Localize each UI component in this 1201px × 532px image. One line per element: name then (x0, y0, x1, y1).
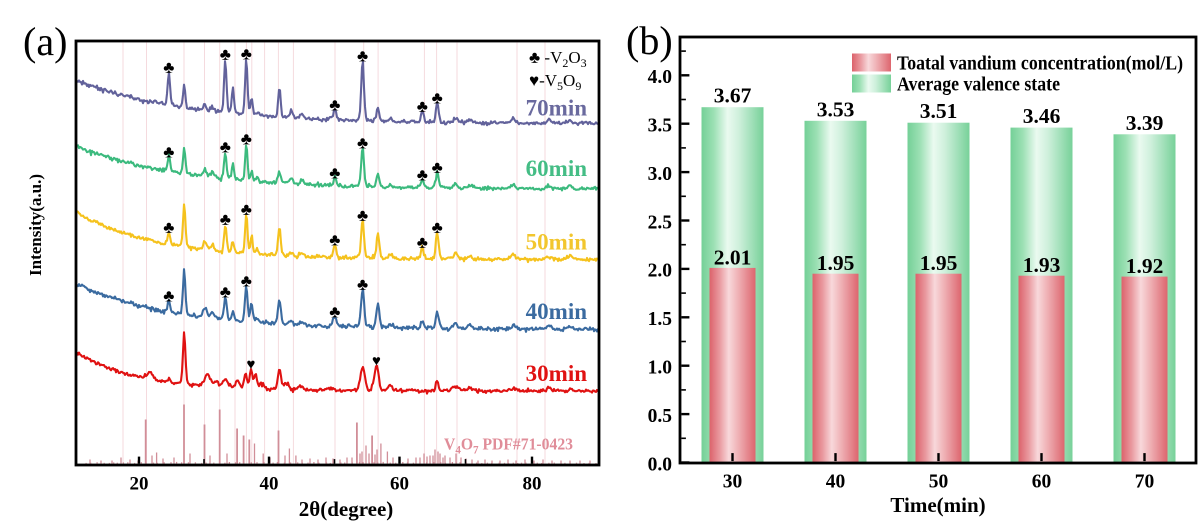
svg-text:♣: ♣ (163, 218, 174, 237)
svg-text:2θ(degree): 2θ(degree) (299, 497, 394, 521)
svg-text:2.0: 2.0 (648, 261, 672, 282)
svg-text:Time(min): Time(min) (890, 493, 985, 517)
svg-text:♣: ♣ (329, 164, 340, 183)
svg-text:3.5: 3.5 (648, 116, 673, 137)
svg-text:♥: ♥ (246, 357, 255, 373)
svg-text:60min: 60min (526, 156, 588, 181)
svg-text:3.46: 3.46 (1023, 104, 1061, 128)
svg-text:♣: ♣ (329, 231, 340, 250)
svg-text:♣: ♣ (417, 97, 428, 116)
svg-text:♣: ♣ (357, 275, 368, 294)
svg-text:0.5: 0.5 (648, 406, 673, 427)
svg-text:♣: ♣ (417, 166, 428, 185)
svg-text:3.67: 3.67 (714, 84, 752, 108)
svg-text:♣: ♣ (241, 200, 252, 219)
svg-text:(a): (a) (23, 19, 67, 64)
svg-text:40min: 40min (526, 299, 588, 324)
svg-text:♣: ♣ (357, 47, 368, 66)
svg-text:1.95: 1.95 (817, 251, 855, 275)
svg-text:50: 50 (929, 471, 949, 492)
svg-text:♣: ♣ (432, 218, 443, 237)
svg-text:80: 80 (523, 474, 542, 495)
svg-text:20: 20 (130, 474, 149, 495)
svg-text:1.93: 1.93 (1023, 253, 1061, 277)
svg-text:V4O7 PDF#71-0423: V4O7 PDF#71-0423 (444, 435, 573, 457)
svg-text:1.5: 1.5 (648, 309, 673, 330)
svg-text:60: 60 (1032, 471, 1052, 492)
svg-text:♣: ♣ (432, 88, 443, 107)
svg-text:70: 70 (1135, 471, 1155, 492)
svg-text:♣: ♣ (432, 158, 443, 177)
svg-text:70min: 70min (526, 95, 588, 120)
svg-text:3.39: 3.39 (1126, 111, 1164, 135)
svg-text:♣: ♣ (220, 45, 231, 64)
svg-text:♣: ♣ (357, 133, 368, 152)
svg-text:3.0: 3.0 (648, 164, 672, 185)
svg-text:30min: 30min (526, 361, 588, 386)
svg-text:60: 60 (390, 474, 409, 495)
svg-text:40: 40 (260, 474, 279, 495)
svg-text:2.01: 2.01 (714, 245, 752, 269)
svg-text:1.92: 1.92 (1126, 254, 1164, 278)
svg-text:♣: ♣ (163, 286, 174, 305)
svg-text:(b): (b) (626, 18, 673, 63)
svg-text:4.0: 4.0 (648, 67, 672, 88)
svg-text:3.53: 3.53 (817, 97, 855, 121)
svg-text:♣: ♣ (417, 233, 428, 252)
svg-text:40: 40 (826, 471, 846, 492)
svg-text:1.95: 1.95 (920, 251, 958, 275)
svg-text:♣: ♣ (241, 130, 252, 149)
svg-text:3.51: 3.51 (920, 99, 958, 123)
svg-text:♣: ♣ (329, 302, 340, 321)
svg-text:♣: ♣ (220, 210, 231, 229)
svg-text:♣: ♣ (220, 138, 231, 157)
svg-text:♣: ♣ (241, 45, 252, 64)
svg-text:♣: ♣ (163, 58, 174, 77)
svg-text:♣: ♣ (241, 272, 252, 291)
svg-text:30: 30 (723, 471, 743, 492)
svg-text:Average valence state: Average valence state (897, 74, 1060, 96)
svg-text:♣: ♣ (220, 283, 231, 302)
svg-text:1.0: 1.0 (648, 358, 672, 379)
svg-text:♥-V5O9: ♥-V5O9 (529, 71, 581, 93)
svg-text:♣: ♣ (357, 206, 368, 225)
svg-text:2.5: 2.5 (648, 212, 673, 233)
svg-text:♥: ♥ (372, 354, 381, 370)
svg-text:♣ -V2O3: ♣ -V2O3 (529, 48, 587, 70)
svg-text:♣: ♣ (163, 142, 174, 161)
svg-text:0.0: 0.0 (648, 454, 672, 475)
svg-text:♣: ♣ (329, 95, 340, 114)
svg-text:Toatal vandium concentration(m: Toatal vandium concentration(mol/L) (897, 53, 1183, 75)
svg-text:50min: 50min (526, 230, 588, 255)
svg-text:Intensity(a.u.): Intensity(a.u.) (26, 174, 45, 276)
